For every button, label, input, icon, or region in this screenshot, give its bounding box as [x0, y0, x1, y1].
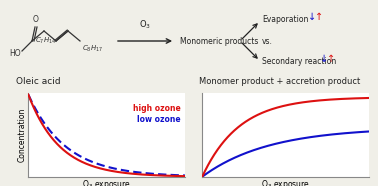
Text: Monomer product + accretion product: Monomer product + accretion product — [199, 77, 360, 86]
Text: ↓: ↓ — [320, 54, 328, 64]
Text: Monomeric products: Monomeric products — [180, 36, 259, 46]
Text: $C_7H_{14}$: $C_7H_{14}$ — [35, 36, 57, 46]
Y-axis label: Concentration: Concentration — [18, 108, 27, 162]
Text: O: O — [33, 15, 39, 24]
X-axis label: O$_3$ exposure: O$_3$ exposure — [261, 178, 310, 186]
Text: O$_3$: O$_3$ — [139, 18, 151, 31]
Text: high ozone: high ozone — [133, 104, 181, 113]
Text: Secondary reaction: Secondary reaction — [262, 57, 336, 65]
Text: HO: HO — [9, 49, 21, 57]
Text: ↓: ↓ — [308, 12, 316, 22]
Text: ↑: ↑ — [315, 12, 323, 22]
Text: Evaporation: Evaporation — [262, 15, 308, 23]
Text: ↑: ↑ — [327, 54, 335, 64]
Text: $C_8H_{17}$: $C_8H_{17}$ — [82, 44, 103, 54]
X-axis label: O$_3$ exposure: O$_3$ exposure — [82, 178, 131, 186]
Text: low ozone: low ozone — [137, 115, 181, 124]
Text: vs.: vs. — [262, 36, 273, 46]
Text: Oleic acid: Oleic acid — [16, 77, 60, 86]
